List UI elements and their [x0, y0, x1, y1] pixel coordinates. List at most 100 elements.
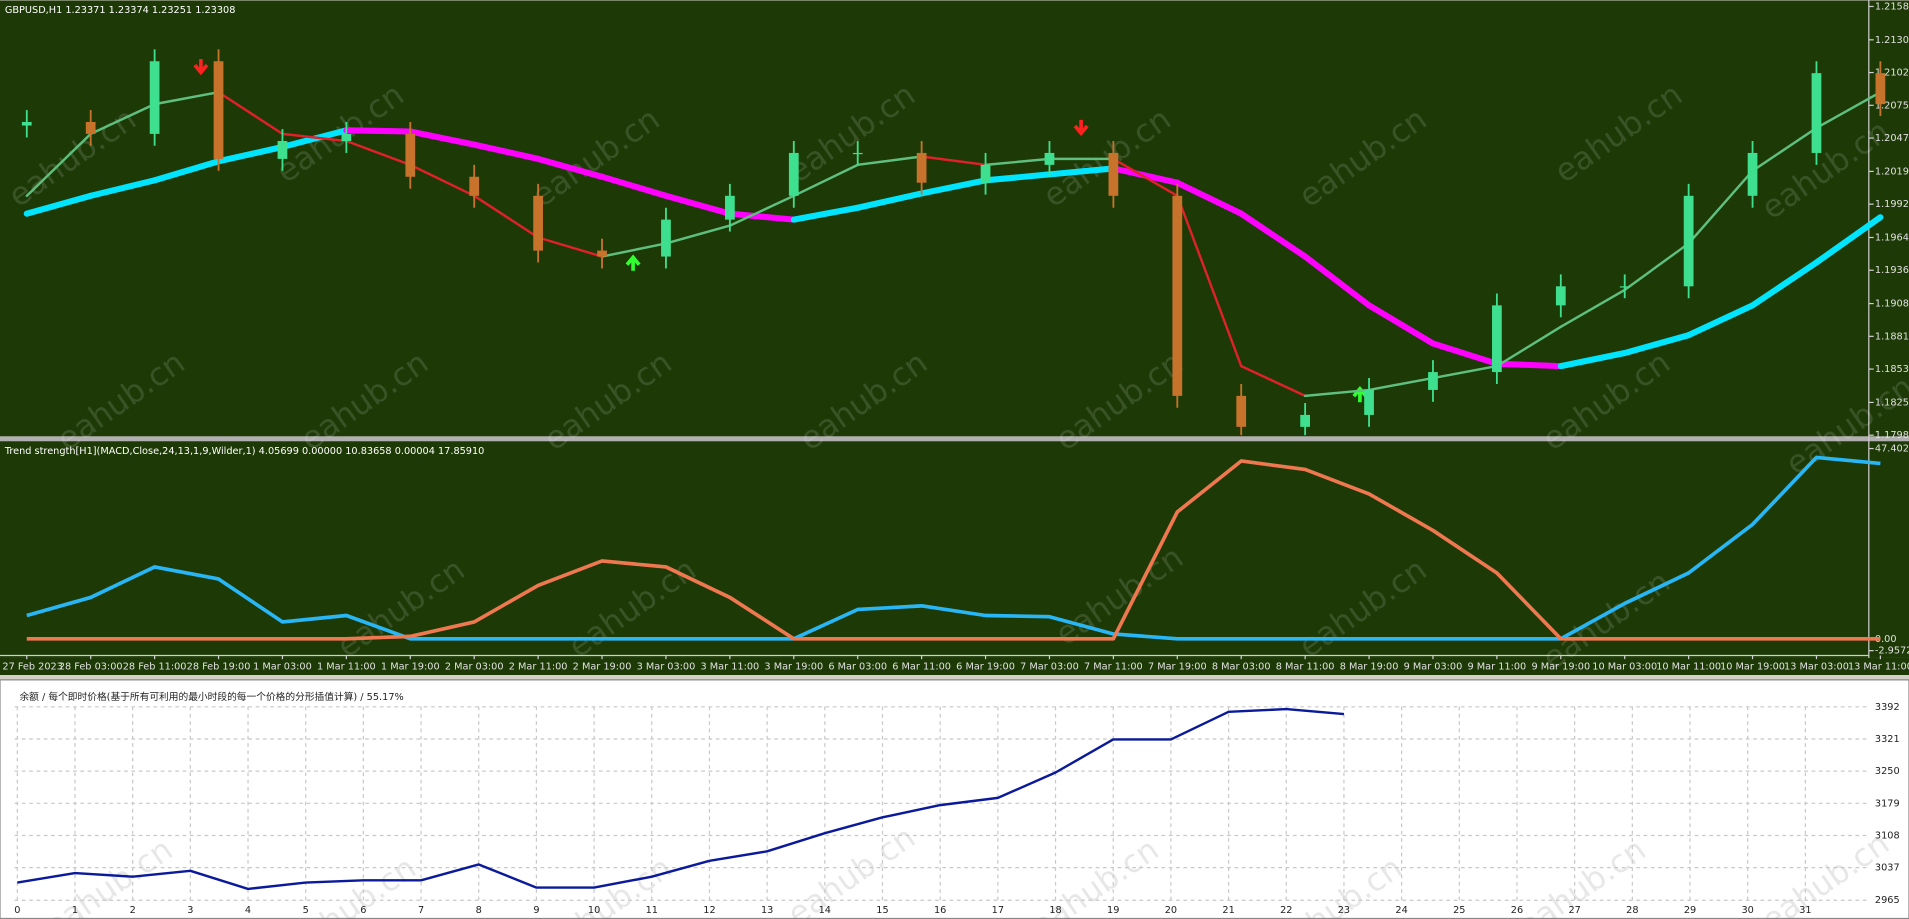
- candle-body: [341, 133, 352, 142]
- y-tick-label: 3250: [1875, 766, 1900, 777]
- moving-average: [1685, 302, 1756, 339]
- moving-average: [1815, 90, 1882, 130]
- y-tick-label: 47.40277: [1875, 444, 1909, 455]
- moving-average: [662, 192, 733, 217]
- moving-average: [471, 141, 542, 162]
- x-tick-label: 1 Mar 19:00: [381, 661, 440, 672]
- x-tick-label: 16: [934, 905, 946, 916]
- panel-separator: [0, 436, 1909, 442]
- x-tick-label: 21: [1222, 905, 1234, 916]
- y-tick-label: 0.00: [1875, 634, 1897, 645]
- candle-body: [980, 164, 991, 183]
- x-tick-label: 8: [476, 905, 482, 916]
- x-tick-label: 1 Mar 03:00: [253, 661, 312, 672]
- candle-body: [1172, 195, 1183, 396]
- y-tick-label: 3321: [1875, 734, 1900, 745]
- moving-average: [1623, 242, 1690, 292]
- moving-average: [1176, 194, 1243, 368]
- moving-average: [726, 210, 797, 223]
- x-tick-label: 14: [819, 905, 831, 916]
- series-line: [26, 455, 1881, 641]
- candle-body: [1236, 395, 1247, 427]
- x-tick-label: 6 Mar 19:00: [956, 661, 1015, 672]
- y-tick-label: 1.18810: [1875, 331, 1909, 342]
- x-tick-label: 24: [1395, 905, 1407, 916]
- candle-body: [916, 152, 927, 183]
- buy-arrow: [1352, 386, 1368, 403]
- x-tick-label: 9 Mar 03:00: [1404, 661, 1463, 672]
- candle-body: [1428, 372, 1438, 390]
- candle-body: [1683, 195, 1694, 287]
- x-tick-label: 10: [588, 905, 600, 916]
- balance-title: 余额 / 每个即时价格(基于所有可利用的最小时段的每一个价格的分形插值计算) /…: [19, 690, 403, 703]
- x-tick-label: 8 Mar 03:00: [1212, 661, 1271, 672]
- x-tick-label: 10 Mar 19:00: [1720, 661, 1785, 672]
- x-tick-label: 9 Mar 19:00: [1531, 661, 1590, 672]
- moving-average: [982, 171, 1053, 184]
- x-tick-label: 8 Mar 19:00: [1340, 661, 1399, 672]
- x-tick-label: 13 Mar 11:00: [1848, 661, 1909, 672]
- y-tick-label: 1.19640: [1875, 232, 1909, 243]
- moving-average: [535, 155, 606, 180]
- moving-average: [23, 192, 94, 217]
- x-tick-label: 7: [418, 905, 424, 916]
- candle-body: [85, 121, 96, 134]
- moving-average: [854, 190, 925, 211]
- x-tick-label: 6 Mar 03:00: [828, 661, 887, 672]
- balance-panel: [0, 679, 1909, 919]
- x-tick-label: 15: [876, 905, 888, 916]
- y-tick-label: 3179: [1875, 798, 1900, 809]
- moving-average: [1621, 332, 1692, 357]
- y-tick-label: 1.21025: [1875, 68, 1909, 79]
- moving-average: [1495, 325, 1563, 368]
- y-tick-label: -2.95727: [1875, 646, 1909, 657]
- moving-average: [215, 143, 286, 165]
- moving-average: [151, 158, 222, 184]
- moving-average: [1751, 126, 1818, 173]
- moving-average: [1303, 388, 1371, 398]
- x-tick-label: 22: [1280, 905, 1292, 916]
- moving-average: [790, 204, 861, 223]
- x-tick-label: 29: [1684, 905, 1696, 916]
- x-tick-label: 7 Mar 03:00: [1020, 661, 1079, 672]
- x-tick-label: 3 Mar 19:00: [764, 661, 823, 672]
- x-tick-label: 26: [1511, 905, 1523, 916]
- candle-body: [661, 219, 671, 257]
- candle-body: [1044, 152, 1055, 165]
- x-tick-label: 27 Feb 2023: [2, 661, 63, 672]
- y-tick-label: 1.19920: [1875, 199, 1909, 210]
- moving-average: [664, 224, 732, 245]
- series-line: [26, 459, 1881, 641]
- moving-average: [472, 194, 540, 239]
- x-tick-label: 6 Mar 11:00: [892, 661, 951, 672]
- moving-average: [345, 139, 412, 167]
- moving-average: [856, 155, 923, 167]
- x-tick-label: 11: [646, 905, 658, 916]
- moving-average: [1559, 288, 1626, 329]
- x-tick-label: 7 Mar 19:00: [1148, 661, 1207, 672]
- moving-average: [1366, 302, 1437, 347]
- x-tick-label: 7 Mar 11:00: [1084, 661, 1143, 672]
- y-tick-label: 2965: [1875, 895, 1900, 906]
- x-tick-label: 28: [1626, 905, 1638, 916]
- candle-body: [1875, 73, 1886, 105]
- x-tick-label: 3 Mar 11:00: [701, 661, 760, 672]
- moving-average: [407, 128, 478, 148]
- moving-average: [1112, 157, 1179, 198]
- moving-average: [1367, 376, 1435, 392]
- candle-body: [21, 121, 32, 126]
- candle-body: [469, 176, 480, 196]
- moving-average: [536, 236, 604, 258]
- moving-average: [1687, 169, 1754, 245]
- price-panel: [0, 0, 1909, 437]
- moving-average: [1493, 360, 1564, 370]
- x-tick-label: 8 Mar 11:00: [1276, 661, 1335, 672]
- x-tick-label: 28 Feb 03:00: [59, 661, 123, 672]
- moving-average: [598, 173, 670, 199]
- moving-average: [600, 242, 668, 258]
- y-tick-label: 3037: [1875, 863, 1900, 874]
- moving-average: [1749, 259, 1820, 309]
- y-tick-label: 1.21300: [1875, 35, 1909, 46]
- y-tick-label: 1.18255: [1875, 397, 1909, 408]
